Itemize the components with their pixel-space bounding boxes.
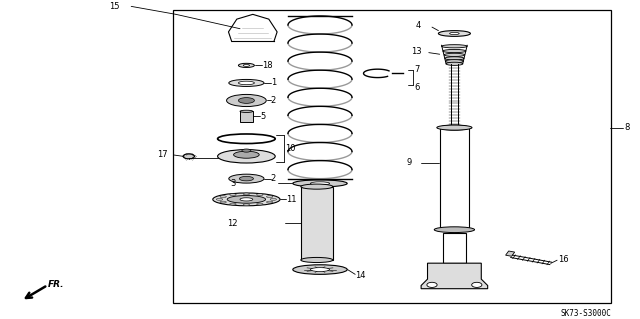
Text: 1: 1 [271, 78, 276, 87]
Bar [301, 187, 333, 260]
Text: 13: 13 [411, 47, 422, 56]
Text: 17: 17 [157, 150, 168, 159]
Text: 10: 10 [285, 144, 296, 153]
Text: 15: 15 [109, 2, 119, 11]
Ellipse shape [449, 33, 460, 34]
Ellipse shape [444, 53, 465, 56]
Ellipse shape [293, 180, 347, 187]
Ellipse shape [440, 125, 468, 130]
Ellipse shape [234, 151, 259, 158]
Bar [240, 111, 253, 122]
Ellipse shape [445, 57, 464, 60]
Ellipse shape [266, 201, 273, 203]
Bar [440, 128, 468, 230]
Ellipse shape [240, 110, 253, 113]
Ellipse shape [438, 31, 470, 36]
Text: 12: 12 [227, 219, 237, 228]
Ellipse shape [243, 204, 250, 206]
Ellipse shape [239, 176, 253, 181]
Bar [443, 233, 466, 263]
Text: 7: 7 [414, 65, 419, 74]
Ellipse shape [227, 196, 266, 203]
Ellipse shape [218, 150, 275, 163]
Ellipse shape [216, 198, 223, 200]
Text: SK73-S3000C: SK73-S3000C [561, 309, 611, 318]
Ellipse shape [310, 182, 330, 185]
Ellipse shape [240, 198, 253, 201]
Ellipse shape [301, 184, 333, 189]
Ellipse shape [230, 194, 236, 196]
Ellipse shape [243, 64, 250, 66]
Ellipse shape [436, 125, 472, 130]
Polygon shape [506, 251, 515, 256]
Text: 8: 8 [624, 123, 629, 132]
Text: 11: 11 [286, 195, 296, 204]
Text: 2: 2 [271, 96, 276, 105]
Ellipse shape [310, 268, 330, 271]
Text: 5: 5 [260, 112, 266, 121]
Ellipse shape [257, 194, 263, 196]
Ellipse shape [220, 196, 227, 197]
Ellipse shape [445, 60, 463, 63]
Ellipse shape [445, 273, 463, 286]
Ellipse shape [301, 257, 333, 263]
Ellipse shape [434, 227, 475, 233]
Ellipse shape [243, 193, 250, 195]
Ellipse shape [227, 94, 266, 107]
Text: 4: 4 [416, 21, 421, 30]
Ellipse shape [230, 203, 236, 205]
Circle shape [427, 282, 437, 287]
Ellipse shape [442, 45, 467, 48]
Circle shape [472, 282, 482, 287]
Ellipse shape [229, 79, 264, 86]
Ellipse shape [238, 81, 255, 85]
Bar [173, 10, 611, 303]
Ellipse shape [270, 198, 276, 200]
Ellipse shape [443, 49, 466, 53]
Ellipse shape [293, 265, 347, 274]
Text: 6: 6 [414, 83, 419, 92]
Text: 16: 16 [558, 255, 569, 264]
Text: FR.: FR. [48, 280, 65, 289]
Text: 14: 14 [355, 271, 365, 280]
Text: 18: 18 [262, 61, 273, 70]
Text: 9: 9 [407, 158, 412, 167]
Ellipse shape [212, 193, 280, 206]
Ellipse shape [220, 201, 227, 203]
Ellipse shape [238, 98, 255, 103]
Polygon shape [421, 263, 488, 289]
Ellipse shape [257, 203, 263, 205]
Ellipse shape [446, 62, 463, 65]
Ellipse shape [183, 154, 195, 159]
Ellipse shape [229, 174, 264, 183]
Text: 2: 2 [271, 174, 276, 183]
Text: 3: 3 [230, 179, 236, 188]
Ellipse shape [242, 149, 251, 152]
Ellipse shape [238, 63, 255, 67]
Ellipse shape [266, 196, 273, 197]
